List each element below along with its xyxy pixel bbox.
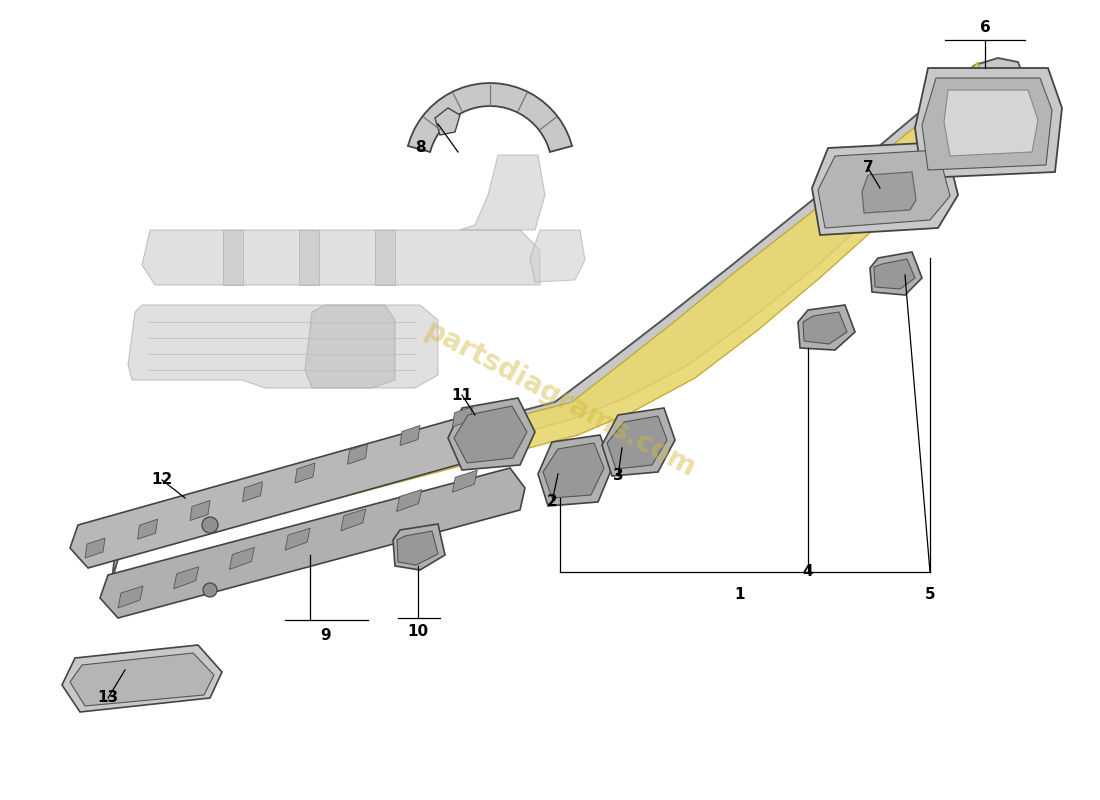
Text: 9: 9	[321, 627, 331, 642]
Polygon shape	[870, 252, 922, 295]
Text: partsdiagrams.com: partsdiagrams.com	[419, 317, 701, 483]
Polygon shape	[230, 547, 254, 570]
Polygon shape	[607, 416, 667, 469]
Polygon shape	[798, 305, 855, 350]
Polygon shape	[460, 155, 544, 230]
Polygon shape	[70, 653, 214, 706]
Text: 8: 8	[415, 141, 426, 155]
Text: 13: 13	[98, 690, 119, 706]
Polygon shape	[397, 531, 438, 565]
Text: 7: 7	[862, 161, 873, 175]
Polygon shape	[538, 435, 612, 506]
Polygon shape	[454, 406, 527, 463]
Text: 5: 5	[925, 587, 935, 602]
Polygon shape	[295, 463, 315, 483]
Text: 2: 2	[547, 494, 558, 510]
Polygon shape	[305, 305, 395, 388]
Text: 4: 4	[803, 565, 813, 579]
Text: 12: 12	[152, 473, 173, 487]
Text: 11: 11	[451, 387, 473, 402]
Polygon shape	[341, 509, 366, 531]
Polygon shape	[452, 406, 473, 426]
Polygon shape	[408, 83, 572, 152]
Polygon shape	[803, 312, 847, 344]
Polygon shape	[543, 443, 604, 498]
Polygon shape	[299, 230, 319, 285]
Polygon shape	[922, 78, 1052, 170]
Polygon shape	[138, 519, 157, 539]
Text: 1: 1	[735, 587, 746, 602]
Polygon shape	[118, 586, 143, 608]
Polygon shape	[174, 566, 199, 589]
Polygon shape	[165, 62, 988, 543]
Polygon shape	[944, 90, 1038, 156]
Polygon shape	[100, 468, 525, 618]
Polygon shape	[397, 490, 421, 511]
Polygon shape	[874, 259, 915, 289]
Polygon shape	[348, 444, 367, 464]
Polygon shape	[112, 58, 1025, 580]
Polygon shape	[223, 230, 243, 285]
Polygon shape	[285, 528, 310, 550]
Polygon shape	[530, 230, 585, 282]
Polygon shape	[818, 150, 950, 228]
Polygon shape	[400, 426, 420, 446]
Polygon shape	[812, 142, 958, 235]
Text: 6: 6	[980, 21, 990, 35]
Polygon shape	[434, 108, 460, 135]
Polygon shape	[452, 470, 477, 492]
Polygon shape	[393, 524, 446, 570]
Polygon shape	[915, 68, 1062, 178]
Polygon shape	[448, 398, 535, 470]
Polygon shape	[242, 482, 263, 502]
Text: 3: 3	[613, 469, 624, 483]
Polygon shape	[85, 538, 104, 558]
Polygon shape	[602, 408, 675, 476]
Polygon shape	[128, 305, 438, 388]
Text: 10: 10	[407, 625, 429, 639]
Polygon shape	[70, 405, 528, 568]
Polygon shape	[190, 501, 210, 521]
Circle shape	[202, 517, 218, 533]
Polygon shape	[62, 645, 222, 712]
Polygon shape	[142, 230, 540, 285]
Circle shape	[204, 583, 217, 597]
Polygon shape	[375, 230, 395, 285]
Polygon shape	[862, 172, 916, 213]
